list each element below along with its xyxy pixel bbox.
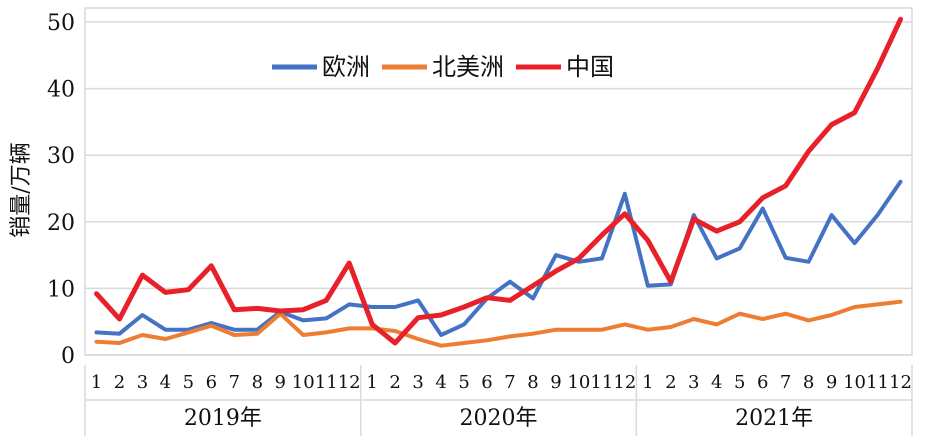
- x-tick-label: 7: [229, 372, 240, 393]
- x-tick-label: 2: [114, 372, 125, 393]
- y-tick-label: 10: [47, 277, 75, 302]
- x-tick-label: 3: [137, 372, 148, 393]
- x-tick-label: 11: [866, 372, 889, 393]
- y-tick-label: 20: [47, 211, 75, 236]
- group-label: 2019年: [184, 406, 262, 431]
- x-tick-label: 12: [338, 372, 361, 393]
- x-tick-label: 8: [252, 372, 263, 393]
- y-axis-title: 销量/万辆: [9, 142, 34, 237]
- legend-label: 中国: [566, 53, 614, 81]
- x-tick-label: 5: [458, 372, 469, 393]
- x-tick-label: 3: [412, 372, 423, 393]
- x-tick-label: 9: [826, 372, 837, 393]
- series-line-北美洲: [94, 299, 903, 348]
- legend-label: 北美洲: [432, 53, 504, 81]
- x-tick-label: 10: [292, 372, 315, 393]
- x-tick-label: 3: [688, 372, 699, 393]
- x-tick-label: 10: [567, 372, 590, 393]
- y-tick-label: 0: [61, 344, 75, 369]
- series-line-中国: [94, 16, 903, 346]
- x-tick-label: 9: [550, 372, 561, 393]
- x-tick-label: 8: [803, 372, 814, 393]
- x-tick-label: 6: [481, 372, 492, 393]
- x-tick-label: 4: [160, 372, 171, 393]
- legend-label: 欧洲: [322, 53, 370, 81]
- x-tick-label: 4: [711, 372, 722, 393]
- x-tick-label: 6: [757, 372, 768, 393]
- x-tick-label: 2: [665, 372, 676, 393]
- x-tick-label: 7: [780, 372, 791, 393]
- x-tick-label: 10: [843, 372, 866, 393]
- group-label: 2020年: [460, 406, 538, 431]
- x-tick-label: 8: [527, 372, 538, 393]
- x-tick-label: 5: [734, 372, 745, 393]
- x-tick-label: 7: [504, 372, 515, 393]
- y-tick-label: 30: [47, 144, 75, 169]
- x-tick-label: 1: [91, 372, 102, 393]
- x-tick-label: 1: [642, 372, 653, 393]
- x-tick-label: 11: [315, 372, 338, 393]
- x-tick-label: 12: [613, 372, 636, 393]
- x-tick-label: 2: [389, 372, 400, 393]
- series-line-欧洲: [94, 179, 903, 337]
- x-tick-label: 12: [889, 372, 912, 393]
- x-tick-label: 1: [366, 372, 377, 393]
- x-tick-label: 4: [435, 372, 446, 393]
- x-tick-label: 5: [183, 372, 194, 393]
- x-tick-label: 6: [206, 372, 217, 393]
- group-label: 2021年: [735, 406, 813, 431]
- y-tick-label: 50: [47, 11, 75, 36]
- y-tick-label: 40: [47, 78, 75, 103]
- x-tick-label: 9: [275, 372, 286, 393]
- x-tick-label: 11: [590, 372, 613, 393]
